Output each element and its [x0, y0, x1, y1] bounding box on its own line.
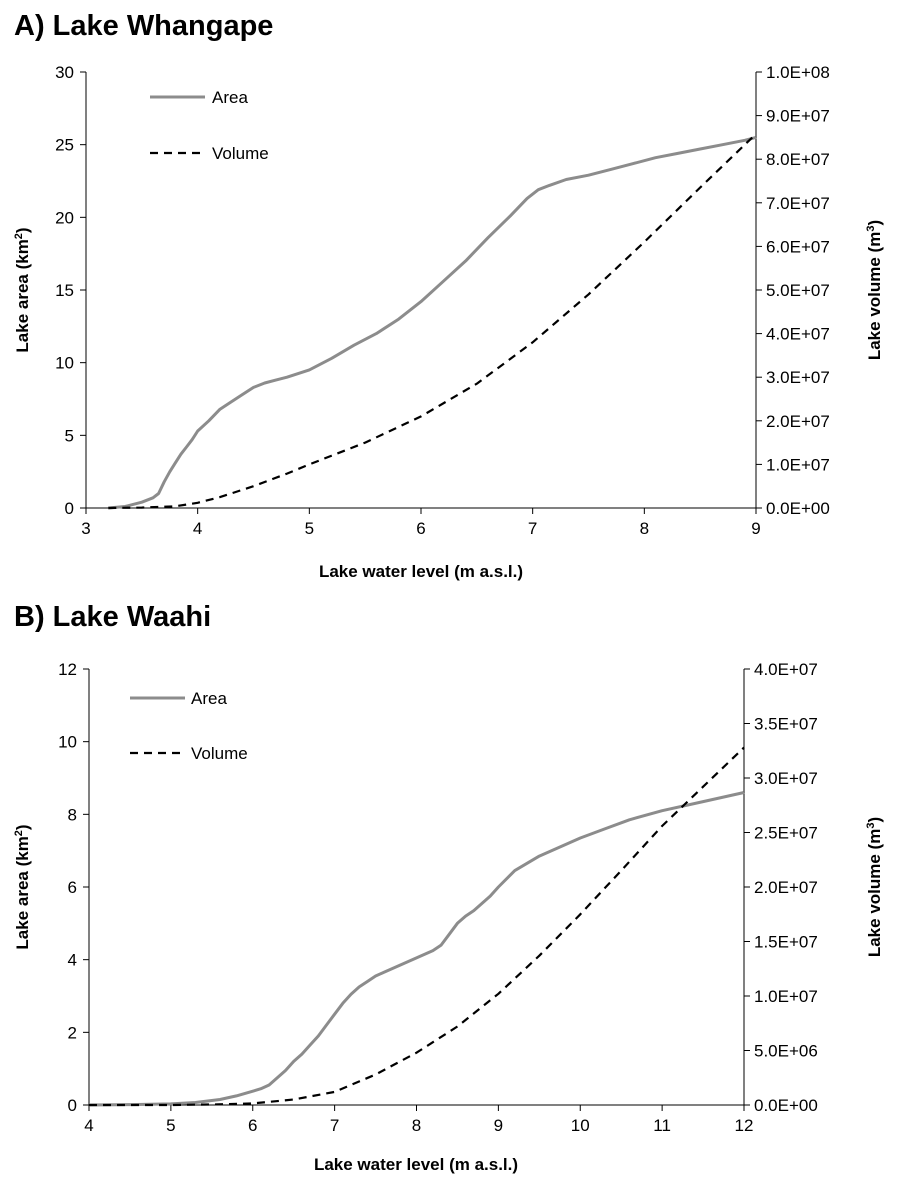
chart-b-x-tick-label: 10 — [571, 1116, 590, 1135]
chart-b-x-tick-label: 11 — [653, 1116, 671, 1135]
chart-b-y2-tick-label: 3.0E+07 — [754, 769, 818, 788]
chart-b-legend-volume-label: Volume — [191, 744, 248, 763]
chart-a-y-tick-label: 15 — [55, 281, 74, 300]
chart-a-y2-tick-label: 1.0E+07 — [766, 455, 830, 474]
chart-b-x-tick-label: 9 — [494, 1116, 503, 1135]
chart-b-x-tick-label: 12 — [735, 1116, 754, 1135]
chart-a-x-tick-label: 6 — [416, 519, 425, 538]
chart-a-y2-tick-label: 6.0E+07 — [766, 237, 830, 256]
chart-b-x-tick-label: 7 — [330, 1116, 339, 1135]
chart-a-y2-tick-label: 5.0E+07 — [766, 281, 830, 300]
chart-b-plot: 4 5 6 7 8 9 10 11 120246810120.0E+005.0E+061.0E+… — [13, 660, 884, 1174]
chart-b-y-tick-label: 10 — [58, 733, 77, 752]
chart-b-volume-line — [89, 746, 745, 1107]
chart-a-x-tick-label: 8 — [640, 519, 649, 538]
chart-a-x-tick-label: 3 — [81, 519, 90, 538]
chart-b-legend-area-label: Area — [191, 689, 227, 708]
chart-b-title: B) Lake Waahi — [14, 601, 212, 633]
chart-b-y-tick-label: 8 — [68, 805, 77, 824]
chart-a-y2-axis-label: Lake volume (m3) — [865, 220, 884, 360]
chart-a-legend-area-label: Area — [212, 88, 248, 107]
chart-b-y-axis-label: Lake area (km2) — [13, 824, 32, 949]
chart-a-y2-tick-label: 1.0E+08 — [766, 63, 830, 82]
chart-a-legend-volume-label: Volume — [212, 144, 269, 163]
chart-b-y-tick-label: 6 — [68, 878, 77, 897]
chart-a-plot: 3 4 5 6 7 8 9 0 5 10 15 20 25 30 0.0E+00 1.0E+07 2.0E+07… — [13, 63, 884, 581]
chart-b-y-tick-label: 2 — [68, 1023, 77, 1042]
chart-b-x-axis-label: Lake water level (m a.s.l.) — [314, 1155, 518, 1174]
chart-a-y2-tick-label: 9.0E+07 — [766, 107, 830, 126]
chart-b-x-tick-label: 4 — [84, 1116, 93, 1135]
chart-a-volume-line — [108, 133, 757, 510]
chart-b-y2-tick-label: 2.0E+07 — [754, 878, 818, 897]
chart-a-y-tick-label: 30 — [55, 63, 74, 82]
chart-b-x-tick-label: 8 — [412, 1116, 421, 1135]
chart-a-x-tick-label: 7 — [528, 519, 537, 538]
chart-a-y-axis-label: Lake area (km2) — [13, 227, 32, 352]
chart-a-y-tick-label: 0 — [65, 499, 74, 518]
chart-b-x-tick-label: 5 — [166, 1116, 175, 1135]
chart-a-title: A) Lake Whangape — [14, 10, 274, 42]
chart-b-y2-tick-label: 3.5E+07 — [754, 715, 818, 734]
chart-b-area-line — [88, 791, 745, 1107]
chart-b-y2-tick-label: 4.0E+07 — [754, 660, 818, 679]
chart-a-y2-tick-label: 8.0E+07 — [766, 150, 830, 169]
chart-b-y2-axis-label: Lake volume (m3) — [865, 817, 884, 957]
chart-b-x-tick-label: 6 — [248, 1116, 257, 1135]
chart-b-y2-tick-label: 1.0E+07 — [754, 987, 818, 1006]
chart-a-y-tick-label: 5 — [65, 426, 74, 445]
chart-a-y2-tick-label: 3.0E+07 — [766, 368, 830, 387]
chart-b-y2-tick-label: 2.5E+07 — [754, 824, 818, 843]
chart-b-y2-tick-label: 1.5E+07 — [754, 933, 818, 952]
chart-b-y2-tick-label: 0.0E+00 — [754, 1096, 818, 1115]
chart-b-y2-tick-label: 5.0E+06 — [754, 1042, 818, 1061]
chart-a-y2-tick-label: 2.0E+07 — [766, 412, 830, 431]
chart-a-y-tick-label: 20 — [55, 208, 74, 227]
chart-a-y-tick-label: 10 — [55, 354, 74, 373]
chart-a-y2-tick-label: 7.0E+07 — [766, 194, 830, 213]
chart-a-y2-tick-label: 0.0E+00 — [766, 499, 830, 518]
chart-a-area-line — [108, 135, 757, 510]
chart-b-y-tick-label: 0 — [68, 1096, 77, 1115]
chart-a-x-tick-label: 4 — [193, 519, 202, 538]
chart-a-x-axis-label: Lake water level (m a.s.l.) — [319, 562, 523, 581]
chart-a-x-tick-label: 9 — [751, 519, 760, 538]
chart-a-y2-tick-label: 4.0E+07 — [766, 325, 830, 344]
chart-b-y-tick-label: 12 — [58, 660, 77, 679]
chart-a-y-tick-label: 25 — [55, 136, 74, 155]
chart-b-y-tick-label: 4 — [68, 951, 77, 970]
chart-a-x-tick-label: 5 — [305, 519, 314, 538]
